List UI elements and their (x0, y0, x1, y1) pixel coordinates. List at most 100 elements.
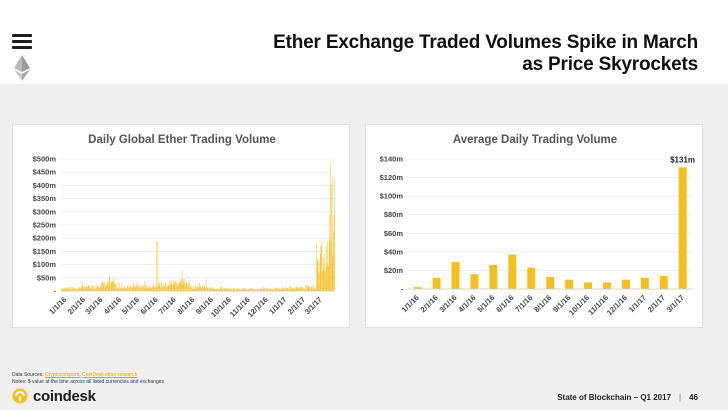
daily-volume-bar (283, 289, 285, 291)
daily-volume-bar (289, 288, 291, 291)
daily-volume-bar (79, 287, 81, 291)
x-tick-label: 1/1/16 (400, 293, 421, 314)
daily-volume-bar (85, 287, 86, 291)
daily-volume-bar (312, 288, 314, 291)
daily-volume-bar (330, 161, 331, 291)
daily-volume-bar (280, 289, 281, 291)
daily-volume-bar (322, 271, 323, 291)
daily-volume-bar (311, 287, 313, 291)
daily-volume-bar (277, 289, 279, 291)
y-tick-label: $400m (33, 181, 57, 190)
daily-volume-bar (329, 213, 331, 291)
daily-volume-bar (258, 289, 259, 291)
daily-volume-bar (88, 285, 90, 291)
menu-icon[interactable] (12, 34, 32, 50)
daily-volume-bar (83, 286, 84, 291)
daily-volume-bar (326, 265, 328, 291)
daily-volume-bar (188, 280, 190, 291)
daily-volume-bar (121, 288, 122, 291)
daily-volume-bar (223, 289, 225, 291)
daily-volume-bar (198, 286, 199, 291)
daily-volume-bar (283, 288, 284, 291)
daily-volume-bar (270, 288, 271, 291)
daily-volume-bar (148, 284, 150, 291)
daily-volume-bar (201, 286, 203, 291)
daily-volume-bar (160, 287, 161, 291)
daily-volume-bar (282, 285, 283, 291)
page-number: 46 (689, 393, 698, 402)
footer-report-info: State of Blockchain – Q1 2017 | 46 (557, 393, 698, 402)
daily-volume-bar (97, 285, 98, 291)
data-notes: Data Sources: Cryptocompare, CoinDesk et… (12, 372, 164, 386)
daily-volume-bar (294, 289, 296, 291)
y-tick-label: $20m (384, 266, 404, 275)
daily-volume-bar (147, 287, 149, 291)
daily-volume-bar (213, 288, 214, 291)
daily-volume-bar (157, 241, 159, 291)
x-tick-label: 7/1/16 (157, 295, 178, 316)
daily-volume-bar (95, 288, 97, 291)
daily-volume-bar (148, 287, 149, 291)
daily-volume-bar (292, 289, 293, 291)
daily-volume-bar (67, 289, 68, 291)
daily-volume-bar (261, 288, 263, 291)
daily-volume-bar (225, 288, 227, 291)
daily-volume-bar (115, 285, 117, 291)
x-tick-label: 3/1/16 (83, 295, 104, 316)
daily-volume-bar (299, 289, 301, 291)
daily-volume-bar (191, 288, 193, 291)
daily-volume-bar (68, 288, 70, 291)
daily-volume-bar (177, 284, 179, 291)
daily-volume-bar (276, 287, 278, 291)
daily-volume-bar (250, 288, 252, 291)
daily-volume-bar (175, 280, 176, 291)
daily-volume-bar (182, 284, 184, 291)
daily-volume-bar (309, 287, 311, 291)
daily-volume-bar (281, 289, 283, 291)
daily-volume-bar (330, 240, 332, 291)
daily-volume-bar (267, 289, 269, 291)
daily-volume-bar (260, 288, 261, 291)
daily-volume-bar (86, 285, 87, 291)
daily-volume-bar (118, 288, 119, 291)
daily-volume-bar (298, 286, 300, 291)
daily-volume-bar (274, 287, 275, 291)
daily-volume-bar (185, 281, 187, 291)
daily-volume-bar (233, 288, 234, 291)
average-volume-chart-panel: Average Daily Trading Volume - $20m $40m $60… (365, 124, 703, 328)
daily-volume-bar (102, 281, 103, 291)
x-tick-label: 12/1/16 (605, 293, 629, 317)
daily-volume-bar (313, 283, 314, 291)
daily-volume-bar (156, 240, 158, 291)
daily-volume-bar (76, 289, 77, 291)
y-tick-label: $50m (37, 273, 57, 282)
daily-volume-bar (291, 287, 293, 291)
daily-volume-bar (128, 287, 129, 291)
y-tick-label: $500m (33, 155, 57, 164)
content-area: Daily Global Ether Trading Volume - $50m $1… (0, 84, 728, 410)
daily-volume-bar (205, 287, 206, 291)
daily-volume-bar (243, 287, 245, 291)
daily-volume-bar (168, 285, 170, 291)
daily-volume-bar (331, 184, 332, 291)
source-link-cryptocompare[interactable]: Cryptocompare (45, 372, 80, 378)
y-tick-label: - (54, 287, 57, 296)
daily-volume-bar (278, 288, 280, 291)
daily-volume-bar (118, 286, 120, 291)
daily-volume-bar (225, 288, 226, 291)
daily-volume-bar (65, 288, 66, 291)
source-link-coindesk-research[interactable]: CoinDesk ether research (82, 372, 138, 378)
daily-volume-bar (184, 283, 186, 291)
x-tick-label: 12/1/16 (246, 295, 270, 319)
daily-volume-bar (331, 255, 333, 291)
daily-volume-bar (308, 286, 310, 291)
daily-volume-bar (151, 287, 152, 291)
daily-volume-bar (74, 288, 76, 291)
daily-volume-bar (140, 287, 141, 291)
daily-volume-bar (149, 288, 151, 291)
daily-volume-bar (158, 283, 159, 291)
daily-volume-bar (175, 280, 177, 291)
daily-volume-bar (245, 289, 246, 291)
daily-volume-bar (94, 285, 96, 291)
daily-volume-bar (288, 288, 289, 291)
